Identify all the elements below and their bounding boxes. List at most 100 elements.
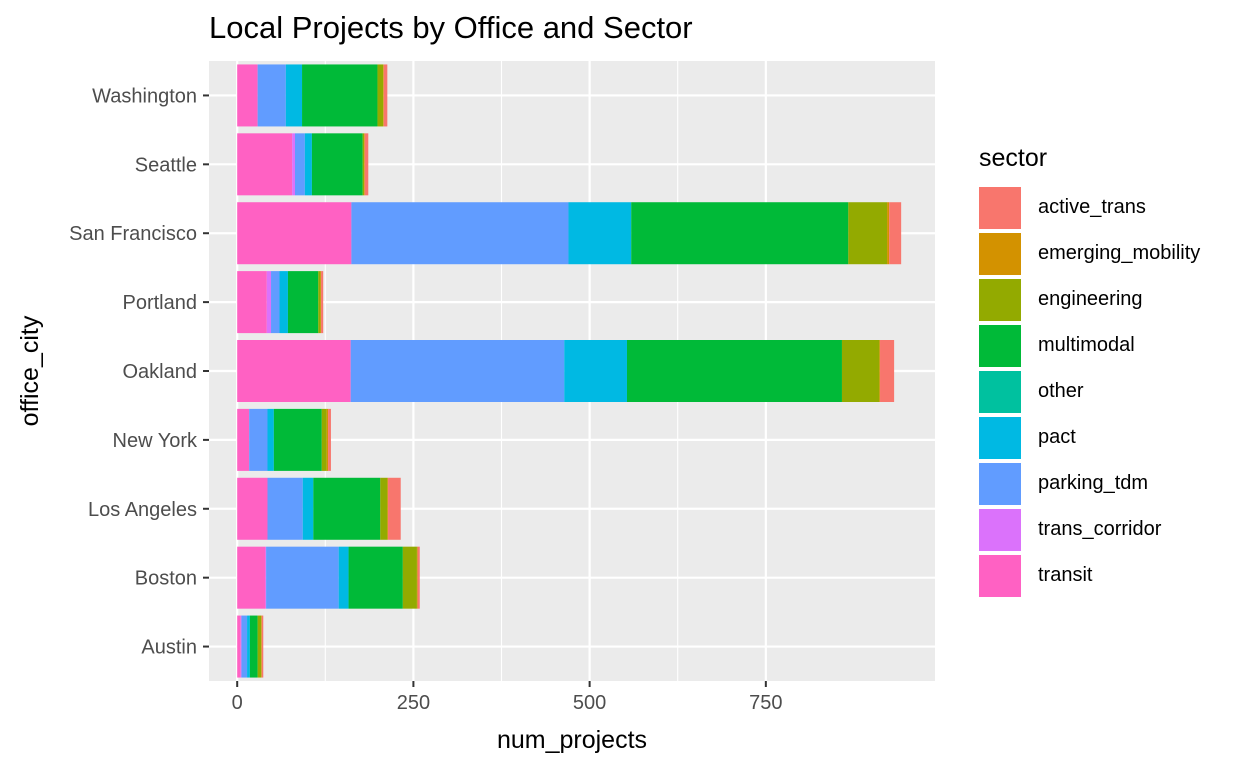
- y-tick-label: Seattle: [135, 154, 197, 176]
- legend-title: sector: [979, 144, 1048, 172]
- bar-segment-parking_tdm: [249, 408, 268, 471]
- bar-segment-emerging_mobility: [326, 408, 329, 471]
- legend-key-active_trans: [979, 187, 1021, 229]
- bar-segment-engineering: [402, 546, 417, 609]
- bar-segment-active_trans: [417, 546, 420, 609]
- bar-segment-active_trans: [261, 615, 264, 678]
- bar-segment-multimodal: [348, 546, 403, 609]
- bar-segment-emerging_mobility: [261, 615, 262, 678]
- legend-key-other: [979, 371, 1021, 413]
- bar-segment-engineering: [257, 615, 262, 678]
- x-tick-label: 0: [232, 692, 243, 714]
- legend-key-engineering: [979, 279, 1021, 321]
- y-tick-label: Boston: [135, 568, 197, 590]
- bar-segment-transit: [237, 133, 293, 196]
- bar-segment-trans_corridor: [266, 271, 272, 334]
- bar-segment-engineering: [321, 408, 327, 471]
- bar-segment-engineering: [841, 340, 880, 402]
- legend-key-emerging_mobility: [979, 233, 1021, 275]
- bar-segment-emerging_mobility: [364, 133, 365, 196]
- bar-segment-emerging_mobility: [383, 64, 384, 127]
- bar-segment-parking_tdm: [294, 133, 305, 196]
- y-tick-label: Portland: [123, 292, 198, 314]
- bar-segment-pact: [279, 271, 288, 334]
- bar-segment-engineering: [848, 202, 888, 265]
- bar-segment-multimodal: [249, 615, 258, 678]
- bar-segment-active_trans: [321, 271, 324, 334]
- bar-segment-pact: [304, 133, 312, 196]
- bar-segment-engineering: [380, 477, 388, 540]
- bar-segment-emerging_mobility: [879, 340, 881, 402]
- bar-segment-parking_tdm: [241, 615, 248, 678]
- bar-segment-pact: [247, 615, 250, 678]
- y-tick-label: Austin: [141, 637, 197, 659]
- legend-item-active_trans: active_trans: [979, 185, 1239, 231]
- legend-label: multimodal: [1038, 334, 1135, 356]
- bar-segment-parking_tdm: [351, 202, 569, 265]
- bar-segment-transit: [237, 64, 258, 127]
- legend-label: engineering: [1038, 288, 1143, 310]
- legend-item-engineering: engineering: [979, 277, 1239, 323]
- legend-item-multimodal: multimodal: [979, 323, 1239, 369]
- bar-segment-parking_tdm: [266, 546, 339, 609]
- legend-item-transit: transit: [979, 553, 1239, 599]
- legend-key-trans_corridor: [979, 509, 1021, 551]
- legend-label: trans_corridor: [1038, 518, 1162, 540]
- bar-segment-pact: [564, 340, 627, 402]
- y-axis-label: office_city: [16, 315, 44, 426]
- bar-segment-engineering: [362, 133, 365, 196]
- legend-label: pact: [1038, 426, 1076, 448]
- legend-key-parking_tdm: [979, 463, 1021, 505]
- bar-segment-active_trans: [328, 408, 331, 471]
- legend-label: transit: [1038, 564, 1093, 586]
- bar-segment-active_trans: [388, 477, 401, 540]
- bar-segment-transit: [237, 477, 268, 540]
- bar-layer: [237, 64, 902, 678]
- bar-segment-active_trans: [889, 202, 902, 265]
- legend-key-pact: [979, 417, 1021, 459]
- axis-layer: 0 250 500 750 Austin Boston Los Angeles New Yor…: [69, 85, 782, 714]
- legend-label: emerging_mobility: [1038, 242, 1201, 264]
- bar-segment-trans_corridor: [240, 615, 242, 678]
- bar-segment-parking_tdm: [267, 477, 303, 540]
- bar-segment-trans_corridor: [292, 133, 295, 196]
- x-tick-label: 500: [573, 692, 606, 714]
- bar-segment-emerging_mobility: [416, 546, 418, 609]
- y-tick-label: Washington: [92, 85, 197, 107]
- bar-segment-active_trans: [364, 133, 369, 196]
- y-tick-label: New York: [113, 430, 198, 452]
- bar-segment-multimodal: [311, 133, 363, 196]
- x-tick-label: 250: [397, 692, 430, 714]
- bar-segment-trans_corridor: [265, 546, 267, 609]
- bar-segment-emerging_mobility: [320, 271, 322, 334]
- bar-segment-pact: [568, 202, 632, 265]
- bar-segment-transit: [237, 615, 241, 678]
- bar-segment-multimodal: [626, 340, 842, 402]
- bar-segment-multimodal: [287, 271, 319, 334]
- bar-segment-engineering: [318, 271, 321, 334]
- legend-label: active_trans: [1038, 196, 1146, 218]
- bar-segment-active_trans: [880, 340, 895, 402]
- bar-segment-pact: [285, 64, 303, 127]
- bar-segment-emerging_mobility: [887, 202, 890, 265]
- bar-segment-parking_tdm: [257, 64, 286, 127]
- legend-item-parking_tdm: parking_tdm: [979, 461, 1239, 507]
- bar-segment-pact: [338, 546, 349, 609]
- bar-segment-transit: [237, 546, 266, 609]
- legend-item-emerging_mobility: emerging_mobility: [979, 231, 1239, 277]
- bar-segment-multimodal: [313, 477, 381, 540]
- bar-segment-transit: [237, 202, 352, 265]
- bar-segment-pact: [302, 477, 314, 540]
- chart-title: Local Projects by Office and Sector: [209, 10, 693, 45]
- x-axis-label: num_projects: [497, 726, 647, 754]
- bar-segment-emerging_mobility: [387, 477, 389, 540]
- x-tick-label: 750: [749, 692, 782, 714]
- bar-segment-multimodal: [273, 408, 322, 471]
- bar-segment-active_trans: [383, 64, 388, 127]
- bar-segment-pact: [267, 408, 274, 471]
- legend-label: parking_tdm: [1038, 472, 1149, 494]
- legend-key-multimodal: [979, 325, 1021, 367]
- legend-item-trans_corridor: trans_corridor: [979, 507, 1239, 553]
- legend-item-pact: pact: [979, 415, 1239, 461]
